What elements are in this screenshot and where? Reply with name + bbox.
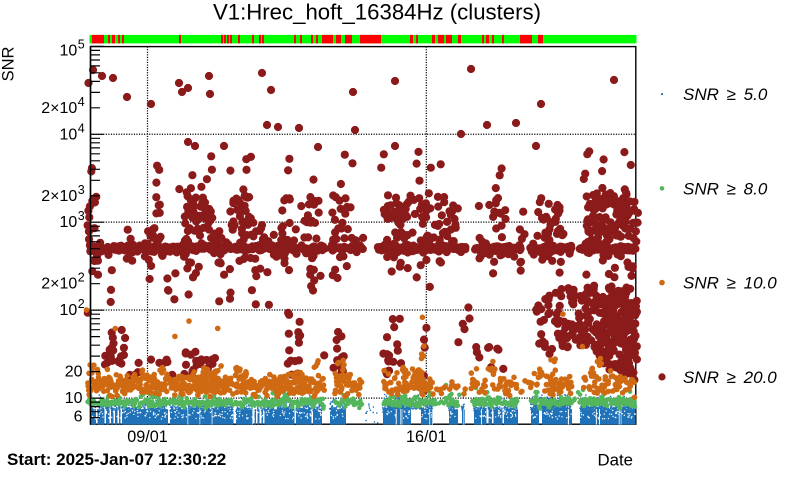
svg-text:Date: Date xyxy=(598,451,633,470)
svg-text:16/01: 16/01 xyxy=(406,428,447,446)
svg-text:10: 10 xyxy=(65,390,83,407)
svg-text:4: 4 xyxy=(78,95,85,109)
svg-text:2: 2 xyxy=(78,271,85,285)
svg-text:6: 6 xyxy=(74,409,83,426)
svg-text:3: 3 xyxy=(78,209,85,223)
svg-text:10: 10 xyxy=(60,42,78,59)
svg-text:2: 2 xyxy=(78,297,85,311)
svg-text:SNR: SNR xyxy=(0,47,18,82)
svg-text:10: 10 xyxy=(60,302,78,319)
svg-text:5: 5 xyxy=(78,37,85,51)
svg-text:2×10: 2×10 xyxy=(41,188,77,205)
svg-text:09/01: 09/01 xyxy=(127,428,168,446)
svg-text:2×10: 2×10 xyxy=(41,100,77,117)
svg-text:10: 10 xyxy=(60,214,78,231)
svg-text:3: 3 xyxy=(78,183,85,197)
svg-text:SNR ≥ 5.0: SNR ≥ 5.0 xyxy=(683,85,768,104)
svg-text:SNR ≥ 20.0: SNR ≥ 20.0 xyxy=(683,368,777,387)
svg-text:Start: 2025-Jan-07 12:30:22: Start: 2025-Jan-07 12:30:22 xyxy=(7,450,226,469)
svg-text:SNR ≥ 10.0: SNR ≥ 10.0 xyxy=(683,274,777,293)
svg-text:SNR ≥ 8.0: SNR ≥ 8.0 xyxy=(683,179,768,198)
svg-text:4: 4 xyxy=(78,121,85,135)
svg-text:2×10: 2×10 xyxy=(41,276,77,293)
svg-text:20: 20 xyxy=(65,364,83,381)
svg-text:10: 10 xyxy=(60,126,78,143)
svg-text:V1:Hrec_hoft_16384Hz (clusters: V1:Hrec_hoft_16384Hz (clusters) xyxy=(213,0,541,25)
